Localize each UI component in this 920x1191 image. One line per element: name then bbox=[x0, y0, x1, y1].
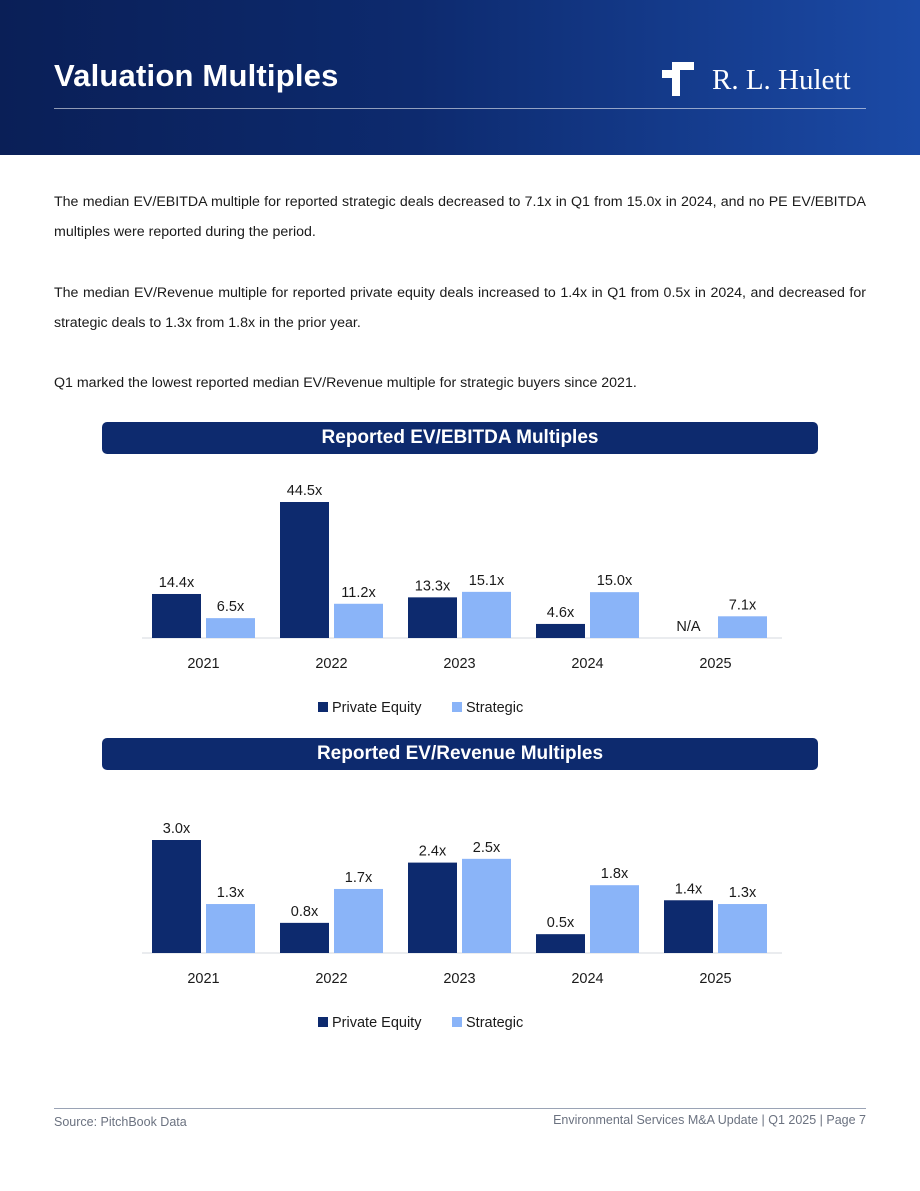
data-label-private-equity-2024: 0.5x bbox=[547, 915, 575, 931]
bar-private-equity-2024 bbox=[536, 934, 585, 953]
bar-private-equity-2021 bbox=[152, 840, 201, 953]
data-label-private-equity-2022: 0.8x bbox=[291, 904, 319, 920]
logo-text: R. L. Hulett bbox=[712, 64, 851, 96]
category-label-2025: 2025 bbox=[699, 971, 731, 987]
bar-strategic-2022 bbox=[334, 603, 383, 638]
category-label-2024: 2024 bbox=[571, 971, 603, 987]
revenue-chart: 3.0x 1.3x 2021 0.8x 1.7x 2022 2.4x 2.5x 2023 0.5x… bbox=[142, 821, 782, 1031]
bar-strategic-2024 bbox=[590, 592, 639, 638]
data-label-private-equity-2025: 1.4x bbox=[675, 881, 703, 897]
header-divider bbox=[54, 108, 866, 109]
category-label-2024: 2024 bbox=[571, 656, 603, 672]
data-label-strategic-2024: 15.0x bbox=[597, 573, 633, 589]
bar-private-equity-2024 bbox=[536, 623, 585, 638]
page-header: Valuation Multiples R. L. Hulett bbox=[0, 0, 920, 155]
legend-label-private-equity: Private Equity bbox=[332, 1015, 422, 1031]
bar-strategic-2023 bbox=[462, 858, 511, 953]
bar-strategic-2025 bbox=[718, 904, 767, 953]
data-label-strategic-2024: 1.8x bbox=[601, 866, 629, 882]
legend-swatch-strategic bbox=[452, 702, 462, 712]
bar-private-equity-2022 bbox=[280, 502, 329, 638]
paragraph-strategic-note: Q1 marked the lowest reported median EV/… bbox=[54, 375, 637, 391]
bar-private-equity-2022 bbox=[280, 922, 329, 953]
data-label-private-equity-2021: 14.4x bbox=[159, 575, 195, 591]
category-label-2025: 2025 bbox=[699, 656, 731, 672]
data-label-strategic-2025: 7.1x bbox=[729, 597, 757, 613]
category-label-2023: 2023 bbox=[443, 656, 475, 672]
bar-strategic-2023 bbox=[462, 591, 511, 638]
data-label-strategic-2023: 15.1x bbox=[469, 573, 505, 589]
data-label-strategic-2023: 2.5x bbox=[473, 840, 501, 856]
company-logo: R. L. Hulett bbox=[658, 58, 868, 100]
data-label-private-equity-2024: 4.6x bbox=[547, 605, 575, 621]
data-label-strategic-2022: 1.7x bbox=[345, 870, 373, 886]
category-label-2021: 2021 bbox=[187, 971, 219, 987]
data-label-strategic-2025: 1.3x bbox=[729, 885, 757, 901]
data-label-private-equity-2022: 44.5x bbox=[287, 483, 323, 499]
footer-divider bbox=[54, 1108, 866, 1109]
legend-label-strategic: Strategic bbox=[466, 1015, 523, 1031]
footer-source: Source: PitchBook Data bbox=[54, 1115, 187, 1129]
paragraph-ebitda-summary: The median EV/EBITDA multiple for report… bbox=[54, 194, 866, 240]
data-label-private-equity-2025: N/A bbox=[676, 619, 701, 635]
logo-mark-icon bbox=[662, 62, 694, 96]
bar-private-equity-2021 bbox=[152, 593, 201, 638]
bar-private-equity-2023 bbox=[408, 597, 457, 638]
ebitda-chart-title: Reported EV/EBITDA Multiples bbox=[102, 422, 818, 454]
data-label-strategic-2021: 6.5x bbox=[217, 599, 245, 615]
legend-swatch-private-equity bbox=[318, 702, 328, 712]
data-label-strategic-2021: 1.3x bbox=[217, 885, 245, 901]
legend-swatch-private-equity bbox=[318, 1017, 328, 1027]
data-label-private-equity-2021: 3.0x bbox=[163, 821, 191, 837]
category-label-2021: 2021 bbox=[187, 656, 219, 672]
data-label-private-equity-2023: 13.3x bbox=[415, 578, 451, 594]
revenue-chart-title: Reported EV/Revenue Multiples bbox=[102, 738, 818, 770]
legend-label-private-equity: Private Equity bbox=[332, 700, 422, 716]
legend-label-strategic: Strategic bbox=[466, 700, 523, 716]
bar-strategic-2021 bbox=[206, 904, 255, 953]
bar-private-equity-2023 bbox=[408, 862, 457, 953]
data-label-private-equity-2023: 2.4x bbox=[419, 844, 447, 860]
bar-strategic-2021 bbox=[206, 618, 255, 638]
category-label-2022: 2022 bbox=[315, 971, 347, 987]
bar-strategic-2022 bbox=[334, 888, 383, 953]
data-label-strategic-2022: 11.2x bbox=[341, 585, 376, 601]
bar-strategic-2024 bbox=[590, 885, 639, 953]
paragraph-revenue-summary: The median EV/Revenue multiple for repor… bbox=[54, 285, 866, 331]
legend-swatch-strategic bbox=[452, 1017, 462, 1027]
footer-page-info: Environmental Services M&A Update | Q1 2… bbox=[553, 1113, 866, 1127]
category-label-2023: 2023 bbox=[443, 971, 475, 987]
category-label-2022: 2022 bbox=[315, 656, 347, 672]
bar-private-equity-2025 bbox=[664, 900, 713, 953]
bar-strategic-2025 bbox=[718, 616, 767, 638]
page-title: Valuation Multiples bbox=[54, 58, 339, 93]
ebitda-chart: 14.4x 6.5x 2021 44.5x 11.2x 2022 13.3x 15.1x 202… bbox=[142, 483, 782, 716]
